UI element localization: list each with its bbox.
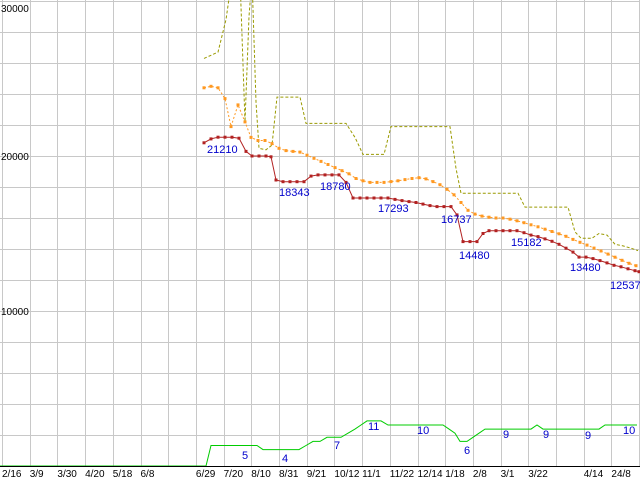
count-label: 5: [242, 450, 248, 462]
price-label: 18343: [279, 187, 310, 199]
y-axis-label: 10000: [1, 307, 29, 318]
avg-price-markers: [202, 84, 638, 268]
price-label: 13480: [570, 262, 601, 274]
x-axis-label: 4/14: [584, 469, 604, 480]
x-axis-label: 12/14: [418, 469, 443, 480]
x-axis-label: 5/18: [113, 469, 133, 480]
x-axis-label: 11/1: [362, 469, 381, 480]
count-label: 9: [543, 429, 549, 441]
x-axis-label: 11/22: [390, 469, 415, 480]
x-axis-label: 7/20: [224, 469, 244, 480]
x-axis-label: 8/31: [279, 469, 299, 480]
count-label: 10: [623, 425, 635, 437]
count-label: 9: [503, 429, 509, 441]
x-axis-label: 3/22: [528, 469, 548, 480]
price-label: 14480: [459, 250, 490, 262]
series-avg-price: [203, 85, 637, 267]
price-label: 17293: [378, 203, 409, 215]
h-gridlines: [0, 1, 640, 436]
price-label: 16737: [441, 214, 472, 226]
price-label: 18780: [320, 181, 351, 193]
count-label: 4: [282, 453, 288, 465]
count-label: 11: [368, 421, 379, 433]
series-group: [0, 0, 640, 466]
count-label: 10: [417, 425, 429, 437]
x-axis-label: 1/18: [445, 469, 465, 480]
price-label: 21210: [207, 144, 238, 156]
series-offer-count: [0, 420, 637, 466]
x-axis-label: 3/1: [501, 469, 515, 480]
min-price-markers: [202, 135, 640, 274]
x-axis-label: 4/20: [85, 469, 105, 480]
x-axis-label: 8/10: [251, 469, 271, 480]
count-label: 9: [585, 430, 591, 442]
y-axis-label: 20000: [1, 152, 29, 163]
price-label: 12537: [610, 280, 640, 292]
v-gridlines: [2, 0, 640, 466]
x-axis-label: 2/8: [473, 469, 487, 480]
x-axis-label: 24/8: [611, 469, 631, 480]
x-axis-label: 6/8: [141, 469, 155, 480]
x-axis-label: 3/9: [30, 469, 44, 480]
y-axis-label: 30000: [1, 4, 29, 15]
x-axis-label: 3/30: [57, 469, 77, 480]
x-axis-label: 6/29: [196, 469, 216, 480]
x-axis-label: 2/16: [2, 469, 22, 480]
x-axis-label: 10/12: [334, 469, 359, 480]
count-label: 6: [464, 445, 470, 457]
count-label: 7: [334, 440, 340, 452]
x-axis-label: 9/21: [307, 469, 327, 480]
price-label: 15182: [511, 237, 542, 249]
